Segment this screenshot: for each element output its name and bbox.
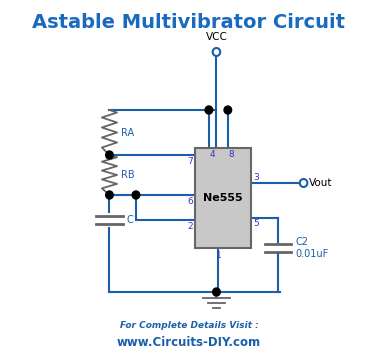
Text: C2: C2 <box>295 237 308 247</box>
Text: 0.01uF: 0.01uF <box>295 249 328 259</box>
Text: 3: 3 <box>253 173 259 182</box>
Text: 4: 4 <box>210 150 215 159</box>
Circle shape <box>224 106 232 114</box>
Text: Astable Multivibrator Circuit: Astable Multivibrator Circuit <box>33 13 345 32</box>
Text: www.Circuits-DIY.com: www.Circuits-DIY.com <box>117 336 261 348</box>
Circle shape <box>132 191 140 199</box>
Circle shape <box>106 191 113 199</box>
Bar <box>195 148 251 248</box>
Text: 2: 2 <box>187 222 193 231</box>
Text: Vout: Vout <box>309 178 333 188</box>
Text: Ne555: Ne555 <box>203 193 243 203</box>
Text: 8: 8 <box>229 150 234 159</box>
Text: RA: RA <box>121 127 134 138</box>
Text: For Complete Details Visit :: For Complete Details Visit : <box>119 321 259 330</box>
Circle shape <box>213 48 220 56</box>
Text: 7: 7 <box>187 157 193 166</box>
Text: RB: RB <box>121 170 135 180</box>
Circle shape <box>205 106 213 114</box>
Circle shape <box>106 151 113 159</box>
Circle shape <box>300 179 307 187</box>
Text: VCC: VCC <box>206 32 228 42</box>
Text: 1: 1 <box>215 251 221 260</box>
Text: 5: 5 <box>253 219 259 228</box>
Text: 6: 6 <box>187 197 193 206</box>
Circle shape <box>213 288 220 296</box>
Text: C: C <box>127 215 133 225</box>
